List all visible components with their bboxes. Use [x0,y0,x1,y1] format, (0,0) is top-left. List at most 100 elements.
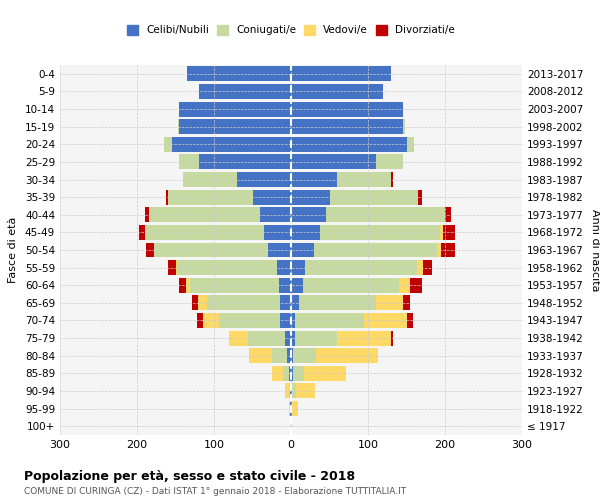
Bar [364,313,407,328]
Bar [248,330,285,345]
Bar [316,348,378,363]
Y-axis label: Fasce di età: Fasce di età [8,217,18,283]
Bar [172,137,291,152]
Bar [437,242,441,258]
Bar [441,242,455,258]
Bar [391,172,394,187]
Bar [218,313,280,328]
Legend: Celibi/Nubili, Coniugati/e, Vedovi/e, Divorziati/e: Celibi/Nubili, Coniugati/e, Vedovi/e, Di… [124,22,458,38]
Bar [403,296,410,310]
Bar [291,119,403,134]
Bar [293,348,316,363]
Bar [305,260,416,275]
Bar [407,313,413,328]
Bar [292,401,298,416]
Bar [179,102,291,116]
Bar [291,172,337,187]
Bar [177,260,277,275]
Bar [186,278,190,292]
Bar [291,418,292,434]
Bar [291,102,403,116]
Bar [149,208,260,222]
Bar [145,208,149,222]
Bar [198,296,207,310]
Bar [295,313,364,328]
Bar [272,348,287,363]
Bar [403,119,405,134]
Bar [290,401,291,416]
Bar [296,384,315,398]
Bar [290,384,291,398]
Bar [139,225,145,240]
Bar [272,366,283,381]
Bar [418,190,422,204]
Bar [191,296,198,310]
Bar [291,190,329,204]
Bar [304,366,346,381]
Bar [293,366,304,381]
Bar [391,330,392,345]
Bar [314,242,437,258]
Bar [440,225,443,240]
Bar [237,172,291,187]
Bar [248,348,272,363]
Bar [299,296,376,310]
Bar [292,384,296,398]
Bar [280,313,291,328]
Bar [291,401,292,416]
Bar [445,208,451,222]
Bar [291,137,407,152]
Bar [164,137,172,152]
Bar [199,84,291,99]
Bar [291,384,292,398]
Bar [154,242,268,258]
Bar [291,366,293,381]
Bar [291,260,305,275]
Bar [253,190,291,204]
Bar [326,208,445,222]
Y-axis label: Anni di nascita: Anni di nascita [590,209,600,291]
Bar [179,154,199,170]
Text: COMUNE DI CURINGA (CZ) - Dati ISTAT 1° gennaio 2018 - Elaborazione TUTTITALIA.IT: COMUNE DI CURINGA (CZ) - Dati ISTAT 1° g… [24,488,406,496]
Bar [260,208,291,222]
Bar [278,278,291,292]
Bar [285,384,289,398]
Bar [179,278,186,292]
Bar [166,190,168,204]
Bar [283,366,289,381]
Bar [277,260,291,275]
Bar [178,119,179,134]
Bar [199,154,291,170]
Bar [176,260,177,275]
Bar [183,172,237,187]
Bar [291,296,299,310]
Bar [291,84,383,99]
Bar [399,278,410,292]
Bar [229,330,248,345]
Bar [302,278,399,292]
Bar [295,330,337,345]
Bar [197,313,203,328]
Bar [291,313,295,328]
Bar [320,225,440,240]
Bar [376,154,403,170]
Bar [291,154,376,170]
Bar [289,384,290,398]
Bar [146,242,154,258]
Bar [337,330,391,345]
Bar [285,330,291,345]
Bar [287,348,291,363]
Bar [443,225,455,240]
Bar [291,330,295,345]
Bar [291,242,314,258]
Bar [179,119,291,134]
Bar [291,225,320,240]
Bar [264,225,291,240]
Bar [291,278,302,292]
Bar [329,190,418,204]
Text: Popolazione per età, sesso e stato civile - 2018: Popolazione per età, sesso e stato civil… [24,470,355,483]
Bar [289,401,290,416]
Bar [145,225,264,240]
Bar [203,313,218,328]
Bar [187,66,291,82]
